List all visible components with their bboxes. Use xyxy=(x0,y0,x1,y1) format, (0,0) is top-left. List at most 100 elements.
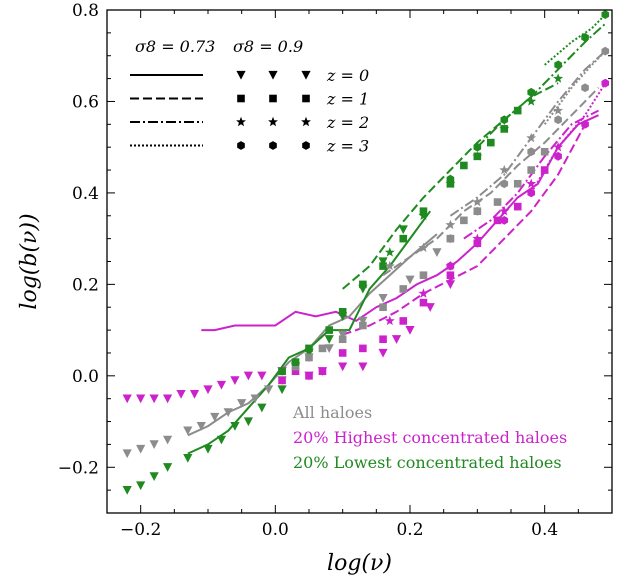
marker-high-z1 xyxy=(446,271,455,280)
text-legend-high: 20% Highest concentrated haloes xyxy=(293,428,567,447)
legend-label-z1: z = 1 xyxy=(326,90,369,109)
marker-low-z3 xyxy=(581,33,589,42)
line-all-z1 xyxy=(382,87,600,277)
marker-low-z0 xyxy=(183,453,193,463)
marker-all-z0 xyxy=(122,449,132,459)
marker-all-z0 xyxy=(196,421,206,431)
x-tick-label: 0.2 xyxy=(396,520,423,540)
legend-marker-z2 xyxy=(268,116,278,127)
marker-high-z0 xyxy=(163,394,173,404)
marker-high-z0 xyxy=(445,280,455,289)
y-tick-label: 0.8 xyxy=(72,1,99,21)
marker-high-z1 xyxy=(493,216,502,225)
marker-high-z3 xyxy=(446,261,455,271)
symbol-legend: σ8 = 0.73 σ8 = 0.9 z = 0 z = 1 z = 2 z = 3 xyxy=(130,37,369,156)
legend-marker-z0 xyxy=(236,70,246,80)
marker-low-z1 xyxy=(379,262,387,270)
marker-all-z1 xyxy=(399,285,408,293)
marker-all-z3 xyxy=(446,234,455,244)
marker-high-z1 xyxy=(359,344,367,353)
marker-low-z3 xyxy=(473,142,482,152)
marker-high-z0 xyxy=(243,371,253,381)
marker-high-z1 xyxy=(338,349,347,357)
marker-all-z2 xyxy=(445,219,456,230)
line-low-z1 xyxy=(342,82,559,290)
text-legend-low: 20% Lowest concentrated haloes xyxy=(293,453,562,472)
legend-marker-z0 xyxy=(301,70,311,80)
markers-all-z2 xyxy=(384,105,564,271)
marker-low-z0 xyxy=(149,472,159,482)
legend-marker-z3 xyxy=(237,141,245,150)
marker-all-z1 xyxy=(359,321,367,330)
marker-high-z1 xyxy=(318,367,327,376)
x-tick-label: −0.2 xyxy=(120,520,161,540)
marker-low-z2 xyxy=(499,123,510,134)
marker-low-z0 xyxy=(257,403,267,413)
group-text-legend: All haloes 20% Highest concentrated haloe… xyxy=(292,403,567,472)
marker-all-z0 xyxy=(149,440,159,450)
marker-high-z0 xyxy=(122,394,132,404)
markers-high-z3 xyxy=(446,78,610,271)
axis-ticks: −0.2 0.0 0.2 0.4 −0.2 0.0 0.2 0.4 0.6 0.8 xyxy=(58,1,613,540)
marker-high-z3 xyxy=(581,119,589,129)
marker-low-z0 xyxy=(324,335,334,344)
line-high-z3 xyxy=(530,82,607,194)
marker-high-z1 xyxy=(379,335,387,344)
marker-high-z0 xyxy=(257,371,267,381)
marker-high-z0 xyxy=(189,389,200,399)
marker-high-z2 xyxy=(418,288,429,298)
marker-all-z3 xyxy=(601,46,610,56)
marker-low-z0 xyxy=(243,417,253,427)
marker-low-z0 xyxy=(203,444,213,454)
data-layer xyxy=(122,10,610,495)
marker-high-z2 xyxy=(526,178,537,188)
marker-high-z0 xyxy=(203,385,213,395)
marker-high-z1 xyxy=(278,376,286,385)
marker-high-z2 xyxy=(499,206,510,216)
marker-all-z0 xyxy=(358,316,368,326)
marker-all-z0 xyxy=(250,394,260,404)
marker-all-z2 xyxy=(384,260,395,271)
marker-low-z1 xyxy=(359,280,367,289)
markers-high-z1 xyxy=(278,166,549,385)
legend-marker-z3 xyxy=(302,141,310,150)
markers-low-z1 xyxy=(278,106,522,376)
marker-high-z3 xyxy=(500,215,509,225)
markers-high-z2 xyxy=(384,141,564,326)
marker-low-z0 xyxy=(378,257,388,267)
marker-all-z3 xyxy=(500,179,509,189)
marker-low-z1 xyxy=(278,367,286,376)
marker-low-z2 xyxy=(553,73,564,83)
y-tick-label: 0.2 xyxy=(72,275,99,295)
y-tick-label: −0.2 xyxy=(58,458,99,478)
marker-all-z0 xyxy=(183,426,193,436)
marker-low-z3 xyxy=(527,87,536,97)
x-axis-label: log(ν) xyxy=(327,551,392,576)
legend-label-z0: z = 0 xyxy=(326,66,369,85)
marker-low-z0 xyxy=(230,421,240,431)
legend-marker-z2 xyxy=(236,116,246,127)
legend-header-markers: σ8 = 0.9 xyxy=(233,37,303,56)
marker-low-z0 xyxy=(122,485,132,495)
marker-low-z0 xyxy=(398,225,408,235)
legend-marker-z1 xyxy=(237,94,245,103)
marker-all-z1 xyxy=(318,344,327,353)
marker-low-z3 xyxy=(601,10,610,19)
marker-all-z2 xyxy=(472,196,483,207)
marker-high-z1 xyxy=(540,166,549,174)
marker-low-z1 xyxy=(291,358,300,366)
marker-all-z0 xyxy=(210,412,220,422)
marker-low-z2 xyxy=(526,96,537,106)
marker-low-z2 xyxy=(472,151,483,161)
marker-all-z3 xyxy=(473,206,482,216)
marker-high-z0 xyxy=(149,394,159,404)
x-tick-label: 0.0 xyxy=(262,520,289,540)
legend-marker-z0 xyxy=(268,70,278,80)
marker-low-z1 xyxy=(305,344,313,353)
marker-high-z3 xyxy=(601,78,610,88)
marker-all-z1 xyxy=(419,271,428,280)
line-high-z2 xyxy=(463,109,599,240)
marker-high-z0 xyxy=(391,335,402,344)
marker-all-z0 xyxy=(237,399,247,408)
marker-all-z1 xyxy=(513,179,522,188)
